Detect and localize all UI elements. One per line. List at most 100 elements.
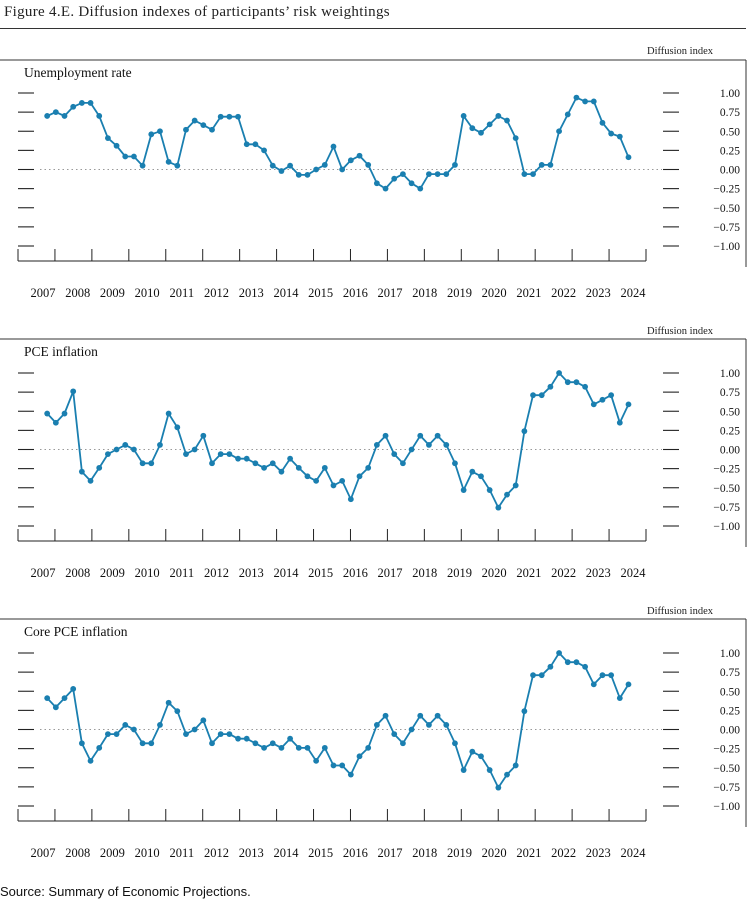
x-tick-label: 2024: [621, 846, 647, 860]
data-point: [486, 121, 493, 128]
y-tick-label: 0.75: [720, 387, 740, 399]
x-tick-label: 2015: [308, 286, 333, 300]
data-point: [443, 722, 450, 728]
data-point: [87, 100, 94, 106]
data-point: [295, 744, 302, 751]
data-point: [157, 722, 163, 728]
panel-title: PCE inflation: [24, 344, 98, 359]
data-point: [157, 442, 163, 448]
data-point: [287, 455, 294, 462]
data-point: [460, 487, 467, 493]
data-point: [139, 740, 146, 747]
data-point: [365, 162, 372, 168]
data-point: [243, 141, 250, 148]
data-point: [61, 113, 68, 119]
y-tick-label: 0.75: [720, 107, 740, 119]
y-tick-label: −1.00: [713, 801, 740, 813]
x-tick-label: 2009: [100, 846, 125, 860]
data-point: [443, 171, 450, 177]
data-point: [547, 162, 554, 168]
data-point: [625, 401, 632, 408]
data-point: [590, 681, 597, 688]
data-point: [556, 128, 562, 135]
data-point: [373, 442, 380, 448]
x-tick-label: 2008: [65, 846, 90, 860]
y-tick-label: 1.00: [720, 368, 740, 380]
data-point: [139, 460, 146, 467]
x-tick-label: 2019: [447, 846, 472, 860]
y-tick-label: 0.75: [720, 667, 740, 679]
x-tick-label: 2011: [170, 286, 195, 300]
y-tick-label: 1.00: [720, 648, 740, 660]
data-point: [131, 446, 137, 453]
source-note: Source: Summary of Economic Projections.: [0, 884, 251, 899]
data-point: [426, 442, 432, 448]
data-point: [504, 491, 510, 498]
y-axis-label: Diffusion index: [647, 326, 714, 337]
data-point: [269, 162, 276, 169]
y-tick-label: 0.25: [720, 145, 740, 157]
data-point: [599, 119, 606, 126]
data-point: [235, 735, 241, 742]
data-point: [347, 771, 354, 778]
y-tick-label: 0.50: [720, 686, 740, 698]
data-point: [495, 113, 502, 119]
data-point: [209, 460, 215, 467]
data-point: [330, 143, 337, 150]
data-point: [486, 767, 493, 773]
data-point: [556, 650, 562, 656]
data-point: [157, 128, 163, 135]
data-point: [52, 419, 59, 426]
data-point: [426, 171, 432, 177]
data-point: [495, 784, 502, 791]
data-point: [339, 762, 346, 769]
data-point: [44, 695, 51, 702]
data-point: [400, 171, 406, 177]
data-point: [304, 744, 311, 751]
data-point: [70, 103, 77, 110]
data-point: [321, 162, 328, 168]
data-point: [452, 740, 458, 747]
data-point: [564, 659, 571, 666]
data-point: [426, 722, 432, 728]
data-point: [495, 504, 502, 511]
x-tick-label: 2023: [586, 286, 611, 300]
data-point: [295, 464, 302, 471]
data-point: [87, 757, 94, 764]
data-point: [478, 129, 484, 136]
y-tick-label: −1.00: [713, 521, 740, 533]
data-point: [105, 731, 111, 737]
data-point: [200, 122, 207, 129]
data-point: [400, 740, 406, 747]
x-tick-label: 2018: [412, 566, 437, 580]
data-point: [131, 153, 137, 160]
x-tick-label: 2010: [135, 286, 160, 300]
data-point: [165, 158, 172, 165]
x-tick-label: 2023: [586, 846, 611, 860]
data-point: [469, 468, 476, 475]
y-tick-label: −0.75: [713, 782, 740, 794]
data-point: [373, 722, 380, 728]
x-tick-label: 2009: [100, 566, 125, 580]
data-point: [365, 464, 372, 471]
data-point: [148, 460, 155, 467]
data-point: [582, 383, 589, 390]
panel-title: Unemployment rate: [24, 65, 132, 80]
chart-panel-1: Diffusion index Unemployment rate 1.00 0.75…: [0, 46, 747, 300]
data-point: [261, 744, 267, 751]
data-point: [235, 113, 241, 120]
data-point: [538, 672, 545, 679]
data-point: [599, 396, 606, 403]
data-point: [590, 401, 597, 408]
x-tick-label: 2015: [308, 846, 333, 860]
y-tick-label: −0.50: [713, 763, 740, 775]
data-point: [78, 100, 85, 106]
data-point: [304, 473, 311, 480]
data-point: [452, 162, 458, 168]
x-tick-label: 2011: [170, 846, 195, 860]
data-point: [200, 717, 207, 724]
x-tick-label: 2008: [65, 286, 90, 300]
x-tick-label: 2015: [308, 566, 333, 580]
x-tick-label: 2022: [551, 286, 576, 300]
y-tick-label: −0.25: [713, 744, 740, 756]
